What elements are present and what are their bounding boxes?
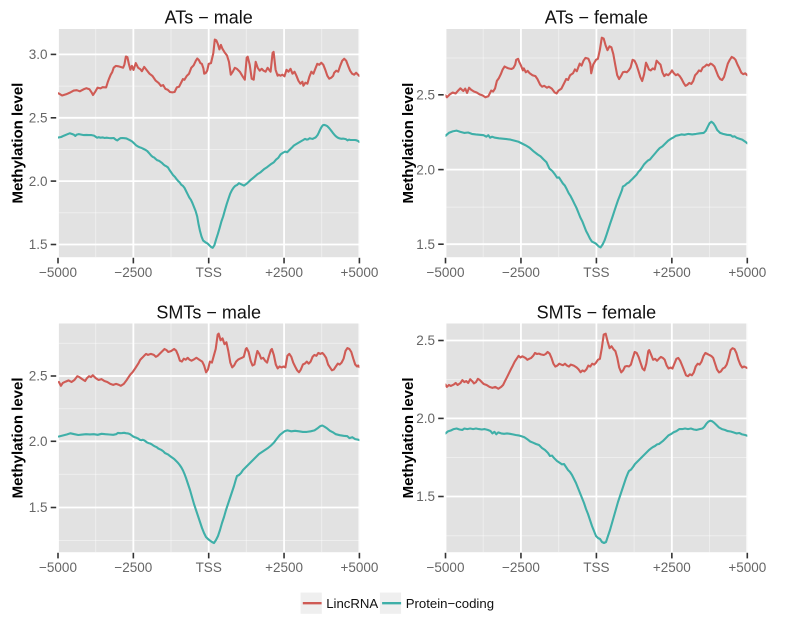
svg-text:1.5: 1.5	[29, 500, 48, 515]
svg-text:TSS: TSS	[196, 560, 222, 575]
svg-text:2.0: 2.0	[29, 434, 48, 449]
svg-text:3.0: 3.0	[29, 47, 48, 62]
svg-text:−2500: −2500	[114, 560, 152, 575]
svg-text:TSS: TSS	[196, 265, 222, 280]
svg-text:2.0: 2.0	[29, 174, 48, 189]
svg-text:2.5: 2.5	[416, 88, 435, 103]
svg-text:+5000: +5000	[340, 265, 378, 280]
svg-text:+2500: +2500	[265, 265, 303, 280]
svg-text:TSS: TSS	[583, 265, 609, 280]
svg-text:2.5: 2.5	[29, 111, 48, 126]
svg-text:ATs − male: ATs − male	[165, 8, 253, 28]
svg-text:+2500: +2500	[265, 560, 303, 575]
svg-text:+5000: +5000	[728, 265, 766, 280]
svg-text:1.5: 1.5	[416, 489, 435, 504]
svg-text:Methylation level: Methylation level	[10, 377, 27, 498]
svg-text:Methylation level: Methylation level	[400, 377, 417, 498]
svg-text:1.5: 1.5	[416, 237, 435, 252]
svg-text:Methylation level: Methylation level	[10, 83, 27, 204]
svg-text:+2500: +2500	[653, 265, 691, 280]
svg-text:−5000: −5000	[427, 265, 465, 280]
svg-text:−5000: −5000	[39, 560, 77, 575]
svg-text:1.5: 1.5	[29, 237, 48, 252]
svg-text:−2500: −2500	[502, 560, 540, 575]
svg-text:ATs − female: ATs − female	[545, 8, 648, 28]
svg-text:Methylation level: Methylation level	[400, 83, 417, 204]
svg-text:Protein−coding: Protein−coding	[406, 596, 494, 611]
svg-text:+5000: +5000	[728, 560, 766, 575]
svg-text:−5000: −5000	[427, 560, 465, 575]
svg-text:TSS: TSS	[583, 560, 609, 575]
svg-text:+2500: +2500	[653, 560, 691, 575]
svg-text:2.5: 2.5	[416, 333, 435, 348]
svg-text:2.5: 2.5	[29, 369, 48, 384]
svg-text:+5000: +5000	[340, 560, 378, 575]
svg-text:−5000: −5000	[39, 265, 77, 280]
svg-text:LincRNA: LincRNA	[326, 596, 378, 611]
svg-text:−2500: −2500	[502, 265, 540, 280]
svg-text:SMTs − female: SMTs − female	[537, 302, 657, 322]
svg-text:SMTs − male: SMTs − male	[156, 302, 261, 322]
svg-text:2.0: 2.0	[416, 162, 435, 177]
svg-text:2.0: 2.0	[416, 411, 435, 426]
svg-text:−2500: −2500	[114, 265, 152, 280]
